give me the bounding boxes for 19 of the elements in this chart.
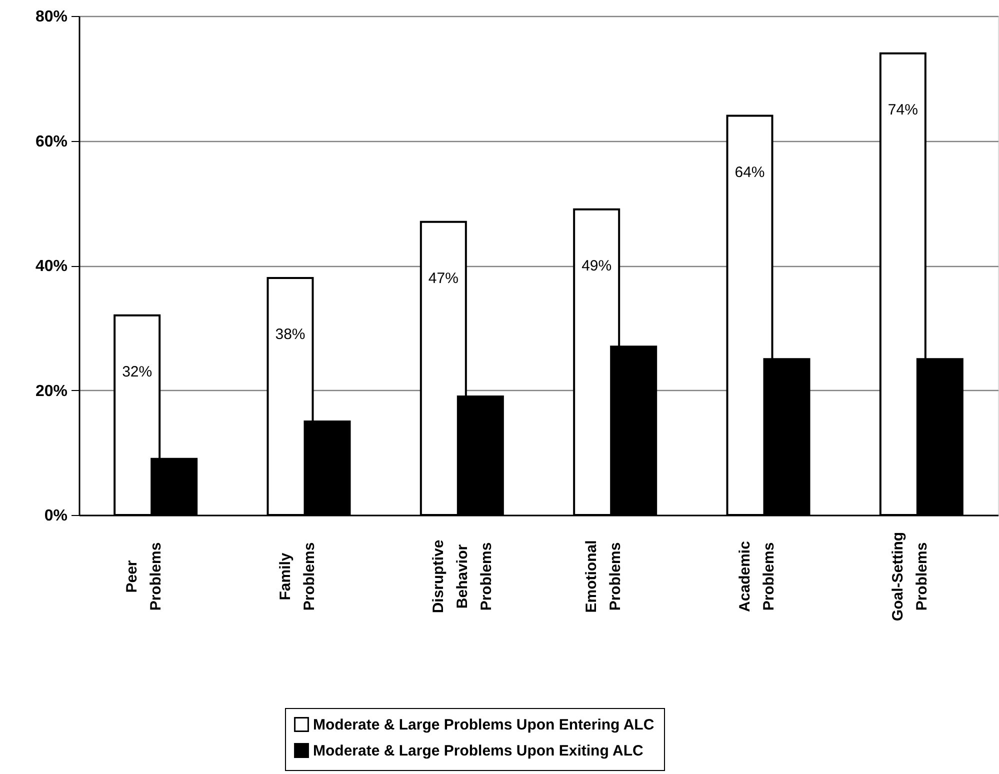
data-label: 47%	[428, 270, 458, 287]
data-label: 49%	[582, 257, 612, 274]
x-tick-label: Disruptive Behavior Problems	[430, 540, 495, 614]
y-tick-label: 40%	[35, 258, 68, 275]
data-label: 38%	[275, 326, 306, 343]
legend-label: Moderate & Large Problems Upon Exiting ALC	[313, 742, 644, 760]
y-tick-label: 0%	[44, 508, 68, 524]
x-tick-label: Peer Problems	[124, 542, 165, 611]
x-tick-label: Family Problems	[276, 542, 318, 611]
data-label: 64%	[734, 164, 765, 181]
y-tick-label: 80%	[35, 8, 68, 26]
x-tick-label: Emotional Problems	[583, 540, 624, 613]
x-tick-label: Academic Problems	[736, 541, 778, 612]
data-label: 32%	[122, 363, 152, 380]
y-tick-label: 20%	[35, 382, 68, 400]
y-tick-label: 60%	[35, 133, 68, 150]
x-tick-label: Goal-Setting Problems	[889, 532, 930, 622]
legend-label: Moderate & Large Problems Upon Entering ALC	[313, 716, 654, 734]
data-label: 74%	[888, 101, 918, 118]
